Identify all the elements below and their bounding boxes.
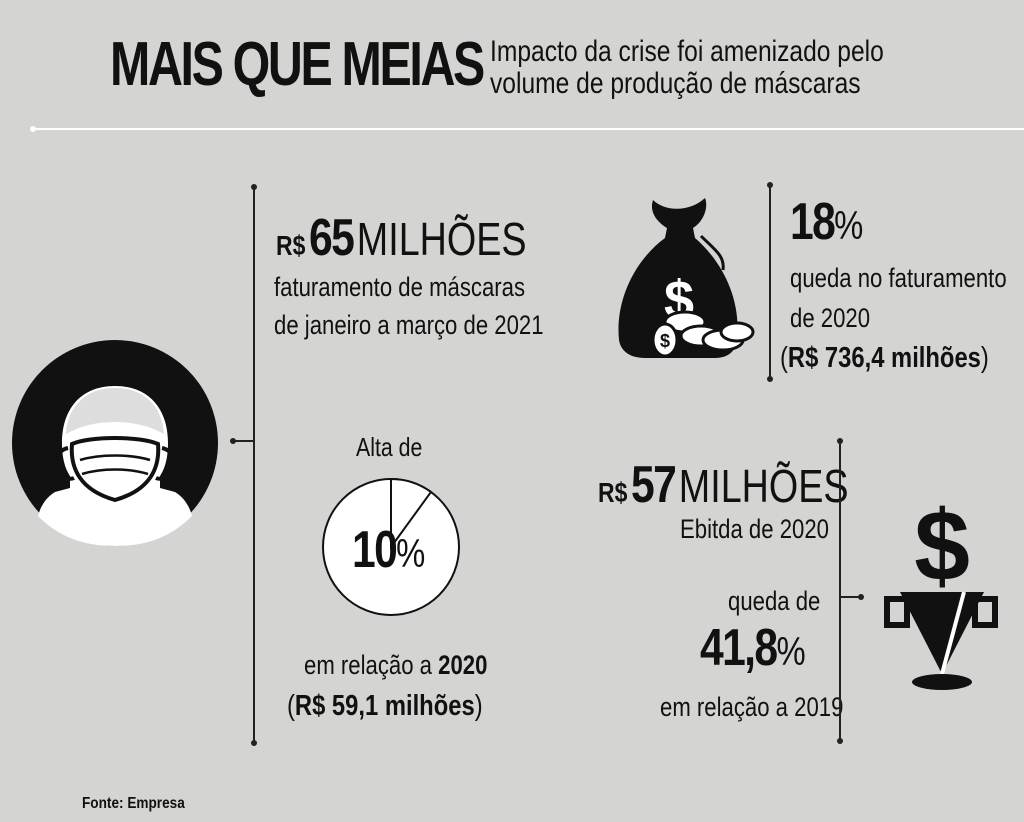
svg-text:$: $ bbox=[660, 331, 670, 351]
growth-label: Alta de bbox=[356, 432, 423, 462]
drop-paren-close: ) bbox=[980, 342, 989, 374]
ebitda-amount: 57 bbox=[631, 456, 677, 514]
right-bottom-connector-bottom-dot bbox=[837, 738, 843, 744]
svg-text:$: $ bbox=[914, 496, 970, 602]
drop-amount-line: (R$ 736,4 milhões) bbox=[780, 342, 989, 375]
growth-compare-amount: R$ 59,1 milhões bbox=[294, 690, 475, 722]
growth-compare: em relação a 2020 bbox=[304, 650, 487, 681]
revenue-currency: R$ bbox=[276, 230, 306, 261]
left-connector-branch bbox=[232, 440, 254, 442]
drop-value: 18% bbox=[790, 192, 863, 252]
drop-number: 18 bbox=[790, 193, 836, 251]
right-bottom-connector-top-dot bbox=[837, 438, 843, 444]
growth-percent: % bbox=[396, 532, 426, 576]
subtitle-line-1: Impacto da crise foi amenizado pelo bbox=[490, 35, 884, 68]
ebitda-drop-value: 41,8% bbox=[700, 618, 806, 678]
right-top-connector-top-dot bbox=[767, 182, 773, 188]
right-bottom-connector-branch-dot bbox=[858, 594, 864, 600]
header-divider bbox=[32, 128, 1024, 130]
growth-number: 10 bbox=[352, 521, 398, 579]
ebitda-drop-percent: % bbox=[776, 630, 806, 674]
page-title: MAIS QUE MEIAS bbox=[110, 30, 485, 99]
drop-percent: % bbox=[834, 204, 864, 248]
revenue-desc-line-1: faturamento de máscaras bbox=[274, 272, 526, 302]
drop-desc-line-1: queda no faturamento bbox=[790, 263, 1007, 293]
header-divider-dot bbox=[30, 126, 36, 132]
growth-value: 10% bbox=[352, 520, 425, 580]
page-subtitle: Impacto da crise foi amenizado pelo volu… bbox=[490, 36, 884, 100]
growth-pie bbox=[322, 477, 460, 616]
growth-compare-prefix: em relação a bbox=[304, 650, 439, 680]
ebitda-unit: MILHÕES bbox=[678, 460, 849, 512]
growth-compare-amount-line: (R$ 59,1 milhões) bbox=[287, 690, 483, 723]
right-top-connector-bottom-dot bbox=[767, 376, 773, 382]
ebitda-description: Ebitda de 2020 bbox=[680, 514, 829, 544]
left-connector-line bbox=[253, 186, 255, 744]
right-bottom-connector-line bbox=[839, 440, 841, 742]
ebitda-compare: em relação a 2019 bbox=[660, 692, 844, 722]
drop-desc-line-2: de 2020 bbox=[790, 303, 871, 333]
revenue-unit: MILHÕES bbox=[356, 213, 527, 265]
revenue-description: faturamento de máscaras de janeiro a mar… bbox=[274, 268, 544, 344]
growth-pie-slice bbox=[390, 477, 433, 551]
right-top-connector-line bbox=[769, 184, 771, 380]
left-connector-bottom-dot bbox=[251, 740, 257, 746]
ebitda-drop-label: queda de bbox=[728, 586, 821, 616]
growth-paren-close: ) bbox=[474, 690, 483, 722]
coins-icon: $ bbox=[651, 310, 755, 358]
revenue-headline: R$ 65 MILHÕES bbox=[276, 208, 527, 268]
growth-paren-open: ( bbox=[287, 690, 295, 722]
dollar-funnel-icon: $ bbox=[884, 496, 998, 690]
revenue-desc-line-2: de janeiro a março de 2021 bbox=[274, 310, 544, 340]
growth-compare-year: 2020 bbox=[438, 650, 488, 680]
revenue-amount: 65 bbox=[309, 209, 355, 267]
drop-description: queda no faturamento de 2020 bbox=[790, 258, 1007, 338]
masked-face-icon bbox=[12, 340, 218, 546]
ebitda-drop-number: 41,8 bbox=[700, 619, 778, 677]
left-connector-top-dot bbox=[251, 184, 257, 190]
money-bag-icon: $ $ bbox=[618, 198, 755, 358]
right-bottom-connector-branch bbox=[840, 596, 862, 598]
ebitda-currency: R$ bbox=[598, 477, 628, 508]
source-note: Fonte: Empresa bbox=[82, 795, 185, 812]
left-connector-branch-dot bbox=[230, 438, 236, 444]
ebitda-headline: R$ 57 MILHÕES bbox=[598, 455, 849, 515]
drop-amount: R$ 736,4 milhões bbox=[787, 342, 981, 374]
drop-paren-open: ( bbox=[780, 342, 788, 374]
subtitle-line-2: volume de produção de máscaras bbox=[490, 67, 861, 100]
